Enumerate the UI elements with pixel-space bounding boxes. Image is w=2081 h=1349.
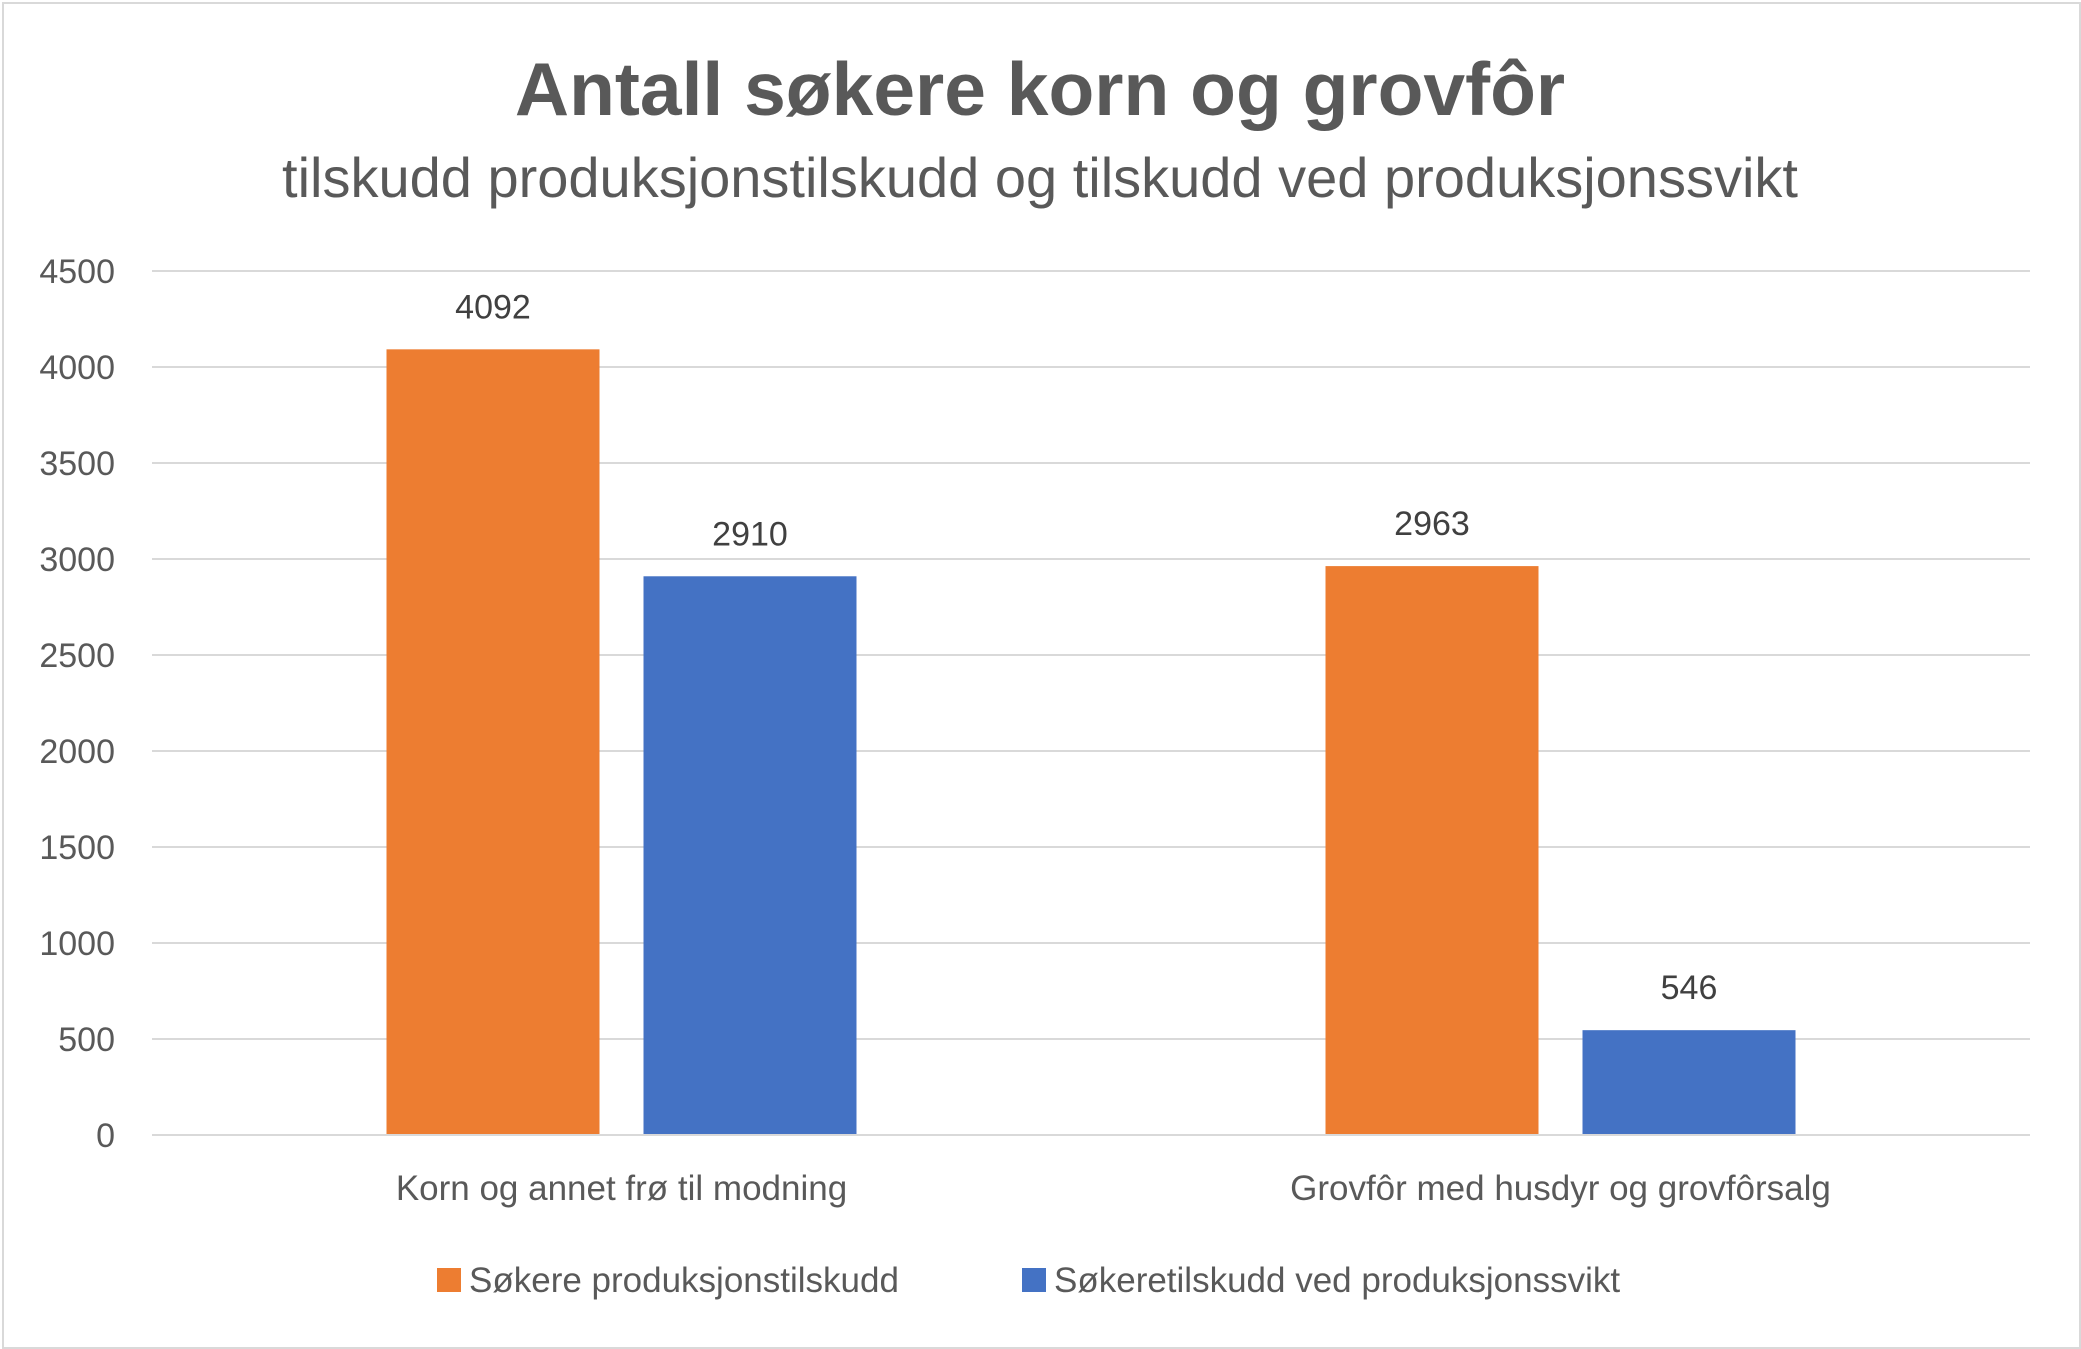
y-tick-label: 4000 xyxy=(39,349,115,387)
data-label: 4092 xyxy=(455,288,531,326)
y-tick-label: 500 xyxy=(58,1021,115,1059)
y-tick-label: 3500 xyxy=(39,445,115,483)
x-category-label: Grovfôr med husdyr og grovfôrsalg xyxy=(1290,1169,1831,1208)
bar xyxy=(386,349,600,1135)
bar xyxy=(1325,566,1539,1135)
bars xyxy=(386,349,1796,1135)
data-label: 546 xyxy=(1661,969,1718,1007)
data-labels: 4092 2910 2963 546 xyxy=(455,288,1717,1007)
x-axis: Korn og annet frø til modning Grovfôr med… xyxy=(152,1134,2030,1208)
bar xyxy=(643,576,857,1135)
y-tick-label: 4500 xyxy=(39,253,115,291)
y-tick-label: 2500 xyxy=(39,637,115,675)
bar xyxy=(1582,1030,1796,1135)
data-label: 2963 xyxy=(1394,505,1470,543)
y-tick-label: 3000 xyxy=(39,541,115,579)
x-category-label: Korn og annet frø til modning xyxy=(396,1169,847,1208)
legend-label: Søkere produksjonstilskudd xyxy=(469,1261,899,1300)
legend-swatch xyxy=(1022,1268,1046,1292)
legend-swatch xyxy=(437,1268,461,1292)
legend-label: Søkeretilskudd ved produksjonssvikt xyxy=(1054,1261,1620,1300)
chart-subtitle: tilskudd produksjonstilskudd og tilskudd… xyxy=(282,146,1798,209)
data-label: 2910 xyxy=(712,515,788,553)
y-tick-label: 1500 xyxy=(39,829,115,867)
legend: Søkere produksjonstilskudd Søkeretilskudd… xyxy=(437,1261,1620,1300)
y-tick-label: 2000 xyxy=(39,733,115,771)
y-axis: 0 500 1000 1500 2000 2500 3000 3500 4000 4500 xyxy=(39,253,115,1155)
y-tick-label: 1000 xyxy=(39,925,115,963)
chart-title: Antall søkere korn og grovfôr xyxy=(515,47,1565,131)
y-tick-label: 0 xyxy=(96,1117,115,1155)
